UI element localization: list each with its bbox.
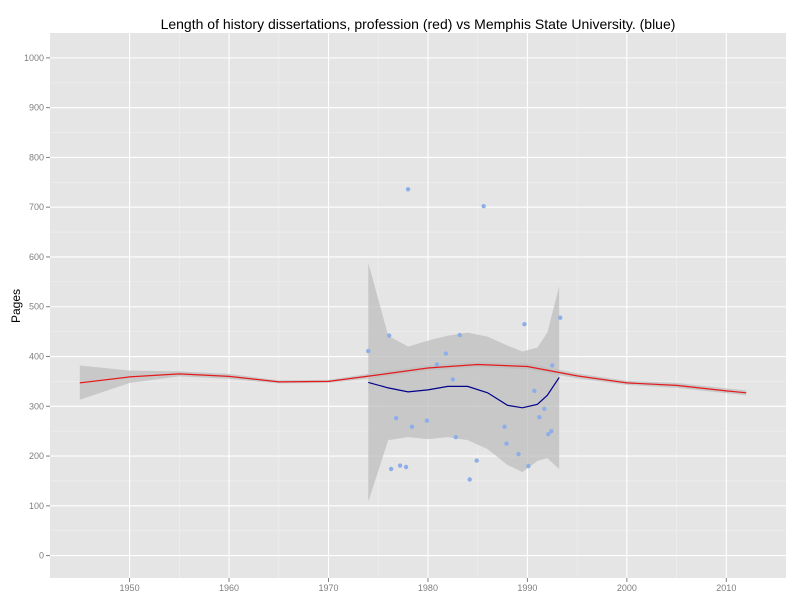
- data-point: [424, 418, 430, 423]
- data-point: [397, 463, 403, 468]
- data-point: [537, 415, 542, 420]
- data-point: [388, 466, 394, 472]
- y-tick-label: 100: [29, 501, 44, 511]
- y-tick-label: 700: [29, 202, 44, 212]
- data-point: [386, 333, 392, 338]
- data-point: [366, 348, 371, 354]
- y-axis-ticks: 0 100 200 300 400 500 600 700 800 900 1000: [24, 53, 50, 561]
- y-tick-label: 500: [29, 302, 44, 312]
- y-tick-label: 200: [29, 451, 44, 461]
- data-point: [542, 406, 547, 411]
- x-tick-label: 1960: [219, 583, 239, 593]
- chart-title: Length of history dissertations, profess…: [161, 16, 676, 32]
- y-axis-label: Pages: [9, 289, 23, 323]
- data-point: [453, 434, 458, 440]
- data-point: [526, 463, 531, 469]
- y-tick-label: 400: [29, 352, 44, 362]
- data-point: [474, 458, 479, 463]
- data-point: [546, 431, 551, 437]
- y-tick-label: 900: [29, 103, 44, 113]
- data-point: [502, 424, 507, 429]
- x-tick-label: 1950: [120, 583, 140, 593]
- data-point: [409, 424, 415, 429]
- data-point: [457, 332, 462, 338]
- data-point: [405, 187, 411, 192]
- x-tick-label: 1990: [517, 583, 537, 593]
- y-tick-label: 600: [29, 252, 44, 262]
- major-gridlines: [50, 33, 786, 578]
- data-point: [434, 362, 440, 367]
- data-point: [550, 363, 555, 368]
- data-point: [481, 204, 486, 209]
- data-point: [443, 351, 449, 356]
- y-tick-label: 1000: [24, 53, 44, 63]
- minor-gridlines: [50, 33, 786, 578]
- memphis-smooth-line: [368, 377, 560, 409]
- data-point: [558, 315, 563, 320]
- x-tick-label: 1980: [418, 583, 438, 593]
- data-point: [393, 416, 399, 421]
- data-point: [403, 464, 409, 470]
- data-points: [366, 187, 563, 482]
- data-point: [532, 388, 537, 394]
- y-tick-label: 0: [39, 551, 44, 561]
- x-tick-label: 2000: [617, 583, 637, 593]
- data-point: [450, 377, 456, 382]
- smooth-lines: [79, 363, 747, 409]
- plot-panel: [50, 33, 786, 578]
- x-axis-ticks: 1950 1960 1970 1980 1990 2000 2010: [120, 578, 736, 593]
- data-point: [467, 477, 472, 482]
- data-point: [516, 451, 521, 457]
- x-tick-label: 1970: [318, 583, 338, 593]
- data-point: [522, 321, 527, 327]
- profession-smooth-line: [79, 363, 747, 394]
- x-tick-label: 2010: [716, 583, 736, 593]
- memphis-confidence-band: [368, 262, 560, 502]
- y-tick-label: 300: [29, 401, 44, 411]
- y-tick-label: 800: [29, 152, 44, 162]
- data-point: [504, 441, 509, 446]
- data-point: [549, 428, 554, 434]
